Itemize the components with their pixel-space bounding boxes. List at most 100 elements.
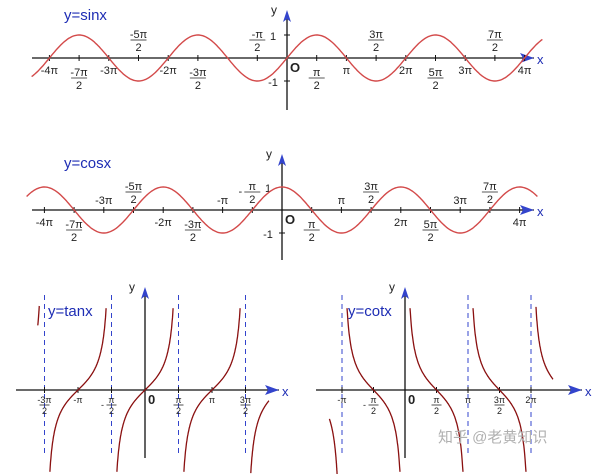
- y-tick-label: 1: [270, 31, 276, 43]
- x-tick-denominator: 2: [76, 80, 82, 92]
- x-tick-numerator: -3π: [184, 219, 202, 231]
- x-tick-numerator: π: [249, 181, 257, 193]
- x-tick-denominator: 2: [371, 406, 376, 416]
- x-tick-denominator: 2: [497, 406, 502, 416]
- x-tick-denominator: 2: [254, 42, 260, 54]
- x-tick-label: 2π: [394, 217, 408, 229]
- x-tick-label: π: [465, 395, 471, 405]
- x-tick-label: -3π: [100, 65, 118, 77]
- x-tick-numerator: -3π: [37, 395, 51, 405]
- x-tick-denominator: 2: [309, 232, 315, 244]
- x-tick-numerator: 5π: [424, 219, 438, 231]
- x-tick-denominator: 2: [130, 194, 136, 206]
- y-axis-label: y: [266, 147, 272, 161]
- x-tick-denominator: 2: [492, 42, 498, 54]
- x-tick-denominator: 2: [109, 406, 114, 416]
- x-tick-label: 4π: [518, 65, 532, 77]
- origin-label: O: [285, 212, 295, 227]
- y-axis-label: y: [271, 3, 277, 17]
- x-tick-numerator: 7π: [483, 181, 497, 193]
- x-tick-numerator: π: [108, 395, 114, 405]
- x-axis-label: x: [282, 384, 289, 399]
- curve-cot-branch: [346, 308, 401, 472]
- x-tick-numerator: 7π: [488, 29, 502, 41]
- x-tick-denominator: 2: [427, 232, 433, 244]
- x-tick-label: -π: [337, 395, 346, 405]
- x-axis-arrow: [568, 385, 582, 395]
- curve-tan-branch: [37, 305, 40, 326]
- chart-title: y=cosx: [64, 155, 112, 172]
- y-axis-arrow: [141, 287, 149, 299]
- chart-title: y=cotx: [348, 303, 392, 320]
- x-tick-denominator: 2: [176, 406, 181, 416]
- x-tick-denominator: 2: [487, 194, 493, 206]
- x-tick-denominator: 2: [243, 406, 248, 416]
- x-tick-numerator: π: [308, 219, 316, 231]
- x-axis-arrow: [520, 205, 534, 215]
- x-tick-numerator: π: [433, 395, 439, 405]
- curve-cot-branch: [409, 308, 464, 472]
- minus-sign: -: [101, 400, 104, 410]
- y-axis-arrow: [283, 10, 291, 22]
- curve-cot-branch: [328, 418, 338, 475]
- curve-tan-branch: [116, 308, 174, 472]
- x-tick-denominator: 2: [71, 232, 77, 244]
- x-tick-numerator: -5π: [130, 29, 148, 41]
- y-axis-label: y: [389, 280, 395, 294]
- x-tick-numerator: 3π: [494, 395, 505, 405]
- x-tick-numerator: 3π: [369, 29, 383, 41]
- x-tick-numerator: 3π: [364, 181, 378, 193]
- x-tick-denominator: 2: [373, 42, 379, 54]
- x-axis-label: x: [537, 204, 544, 219]
- watermark: 知乎 @老黄知识: [438, 429, 547, 446]
- x-tick-numerator: -3π: [189, 67, 207, 79]
- curve-tan-branch: [183, 308, 241, 472]
- x-tick-numerator: π: [175, 395, 181, 405]
- x-tick-denominator: 2: [190, 232, 196, 244]
- x-tick-label: -π: [73, 395, 82, 405]
- curve-tan-branch: [49, 308, 107, 472]
- curve-cos: [26, 186, 538, 234]
- x-tick-label: 2π: [399, 65, 413, 77]
- x-tick-denominator: 2: [434, 406, 439, 416]
- x-tick-label: 3π: [458, 65, 472, 77]
- x-tick-numerator: -7π: [70, 67, 88, 79]
- x-tick-label: -π: [217, 195, 229, 207]
- origin-label: 0: [408, 392, 415, 407]
- y-tick-label: 1: [265, 183, 271, 195]
- x-tick-label: π: [209, 395, 215, 405]
- x-tick-numerator: 5π: [429, 67, 443, 79]
- x-tick-denominator: 2: [368, 194, 374, 206]
- x-tick-label: 3π: [453, 195, 467, 207]
- minus-sign: -: [363, 400, 366, 410]
- y-tick-label: -1: [268, 77, 278, 89]
- x-tick-label: π: [338, 195, 346, 207]
- x-tick-label: -2π: [160, 65, 178, 77]
- chart-title: y=tanx: [48, 303, 93, 320]
- x-tick-label: 4π: [513, 217, 527, 229]
- x-tick-denominator: 2: [249, 194, 255, 206]
- curve-cot-branch: [535, 306, 554, 380]
- chart-title: y=sinx: [64, 7, 107, 24]
- x-tick-numerator: π: [370, 395, 376, 405]
- x-tick-label: -4π: [36, 217, 54, 229]
- x-tick-denominator: 2: [135, 42, 141, 54]
- x-tick-numerator: π: [313, 67, 321, 79]
- y-tick-label: -1: [263, 229, 273, 241]
- x-tick-label: 2π: [525, 395, 536, 405]
- x-axis-label: x: [537, 52, 544, 67]
- x-axis-arrow: [520, 53, 534, 63]
- y-axis-arrow: [278, 154, 286, 166]
- curve-sin: [31, 34, 543, 82]
- y-axis-arrow: [401, 287, 409, 299]
- x-axis-label: x: [585, 384, 592, 399]
- x-tick-numerator: -π: [252, 29, 264, 41]
- curve-cot-branch: [472, 308, 527, 472]
- y-axis-label: y: [129, 280, 135, 294]
- x-tick-numerator: -7π: [65, 219, 83, 231]
- minus-sign: -: [238, 186, 242, 198]
